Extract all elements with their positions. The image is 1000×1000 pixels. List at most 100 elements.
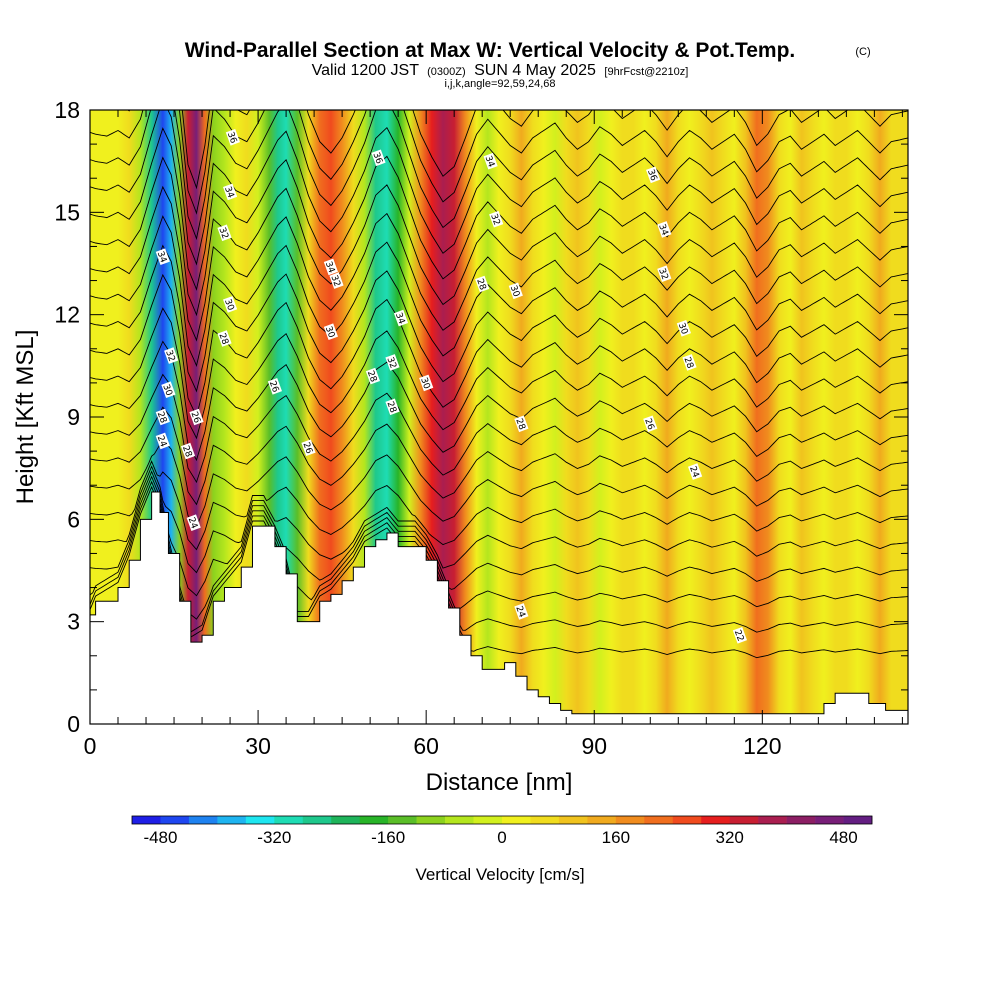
contour-label-text: 24 [513,605,526,619]
contour-label-text: 34 [155,250,168,264]
colorbar-swatch [445,816,474,824]
contour-label: 24 [513,603,529,620]
x-tick-label: 60 [413,733,439,759]
x-tick-label: 120 [743,733,781,759]
contour-label-box [365,367,380,385]
contour-label-box [657,265,672,282]
contour-label-box [223,296,238,313]
contour-label: 32 [163,347,179,364]
isentrope-line [90,307,908,440]
colorbar-swatch [758,816,787,824]
contour-label: 32 [488,210,504,228]
contour-label-text: 26 [300,441,313,455]
contour-label-box [475,275,490,293]
chart-subtitle: Valid 1200 JST (0300Z) SUN 4 May 2025 [9… [312,62,689,79]
isentrope-line [90,406,908,506]
contour-label: 30 [418,374,434,392]
colorbar-swatch [530,816,560,824]
contour-label: 24 [687,463,703,480]
x-tick-label: 30 [245,733,271,759]
contour-label: 36 [370,149,386,167]
contour-label: 28 [365,367,380,385]
contour-label-text: 24 [155,434,168,448]
isentrope-line [90,475,908,620]
colorbar-title: Vertical Velocity [cm/s] [415,865,584,884]
contour-label-text: 28 [681,356,694,370]
contour-label: 30 [676,320,691,337]
terrain [90,491,908,724]
contour-label-box [323,258,338,276]
contour-label-box [155,432,170,450]
y-tick-label: 9 [67,404,80,430]
contour-label-box [514,603,529,620]
contour-label: 26 [188,408,204,426]
contour-label-text: 26 [267,380,280,394]
contour-label: 24 [186,514,201,531]
contour-label-box [371,149,386,167]
contour-label-box [489,210,504,228]
colorbar-tick-label: 320 [716,828,744,847]
contour-label: 34 [483,152,498,170]
contour-label-text: 26 [642,417,655,431]
contour-label: 24 [155,432,170,450]
contour-label-box [676,320,691,337]
contour-label-box [385,354,400,371]
y-axis-title: Height [Kft MSL] [12,330,39,505]
contour-label-text: 30 [222,298,235,312]
contour-label: 28 [474,275,490,293]
colorbar-swatch [815,816,844,824]
copyright-mark: (C) [855,46,870,58]
isentrope-line [90,340,908,462]
contour-label-text: 28 [365,370,378,384]
isentrope-line [90,110,908,215]
contour-label-text: 30 [508,284,521,298]
isentrope-line [90,480,908,633]
forecast-info: [9hrFcst@2210z] [604,66,688,78]
contour-label-box [323,323,338,340]
contour-label-text: 28 [513,417,526,431]
colorbar-tick-label: 480 [829,828,857,847]
isentrope-line [90,470,908,597]
contour-label-box [688,463,703,480]
contour-label: 32 [656,265,672,282]
colorbar-swatch [388,816,417,824]
contour-label: 26 [300,439,316,456]
isentrope-line [127,110,908,190]
isentrope-line [90,485,908,659]
isentrope-line [90,460,908,551]
contour-label: 28 [216,330,232,347]
contour-label-box [329,272,344,289]
isentrope-line [90,185,908,342]
contour-label: 32 [384,354,400,371]
isentrope-line [90,438,908,528]
isentrope-line [90,244,908,393]
contour-label-box [225,129,240,146]
contour-label-text: 24 [186,516,199,530]
contour-label-box [682,354,697,371]
contour-label-box [180,442,196,460]
y-tick-label: 6 [67,506,80,532]
contour-label: 28 [384,398,400,416]
colorbar-swatch [132,816,161,824]
contour-label: 28 [681,354,697,371]
contour-label: 30 [222,296,238,313]
isentrope-line [90,110,908,241]
contour-label-text: 30 [418,376,431,390]
colorbar-frame [131,815,873,825]
valid-utc: (0300Z) [427,66,466,78]
contour-label: 34 [323,258,338,276]
contour-label-text: 32 [488,213,501,227]
isentrope-line [90,373,908,484]
colorbar-swatch [274,816,304,824]
contour-label-box [732,627,747,644]
isentrope-line [90,215,908,368]
contour-label-text: 28 [155,410,168,424]
colorbar-swatch [786,816,816,824]
y-tick-label: 15 [54,199,80,225]
contour-label-text: 34 [393,312,406,326]
contour-label: 28 [180,442,196,460]
contour-label-box [217,330,232,347]
